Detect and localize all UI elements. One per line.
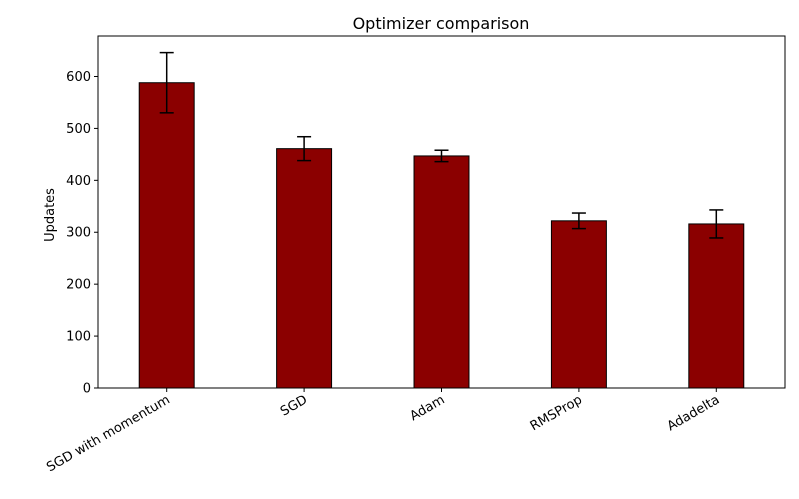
x-tick-label: SGD with momentum (44, 392, 172, 475)
x-tick-label: Adadelta (665, 392, 723, 434)
bar (688, 223, 745, 389)
bar (138, 82, 195, 389)
y-tick-label: 200 (66, 278, 91, 293)
y-tick-label: 0 (83, 382, 91, 397)
y-tick-label: 300 (66, 226, 91, 241)
bar (550, 220, 607, 389)
bar (276, 148, 333, 389)
y-tick-label: 500 (66, 122, 91, 137)
y-tick-label: 400 (66, 174, 91, 189)
chart-title: Optimizer comparison (353, 14, 530, 33)
x-tick-label: RMSProp (528, 392, 585, 434)
bar (413, 155, 470, 389)
y-tick-label: 600 (66, 70, 91, 85)
x-tick-label: Adam (407, 392, 447, 424)
x-tick-label: SGD (278, 392, 310, 419)
plot-area: 0 100 200 300 400 500 600 SGD with momentum SGD A… (44, 51, 745, 475)
y-tick-label: 100 (66, 330, 91, 345)
plot-frame (97, 35, 786, 389)
y-axis-label: Updates (43, 188, 58, 242)
